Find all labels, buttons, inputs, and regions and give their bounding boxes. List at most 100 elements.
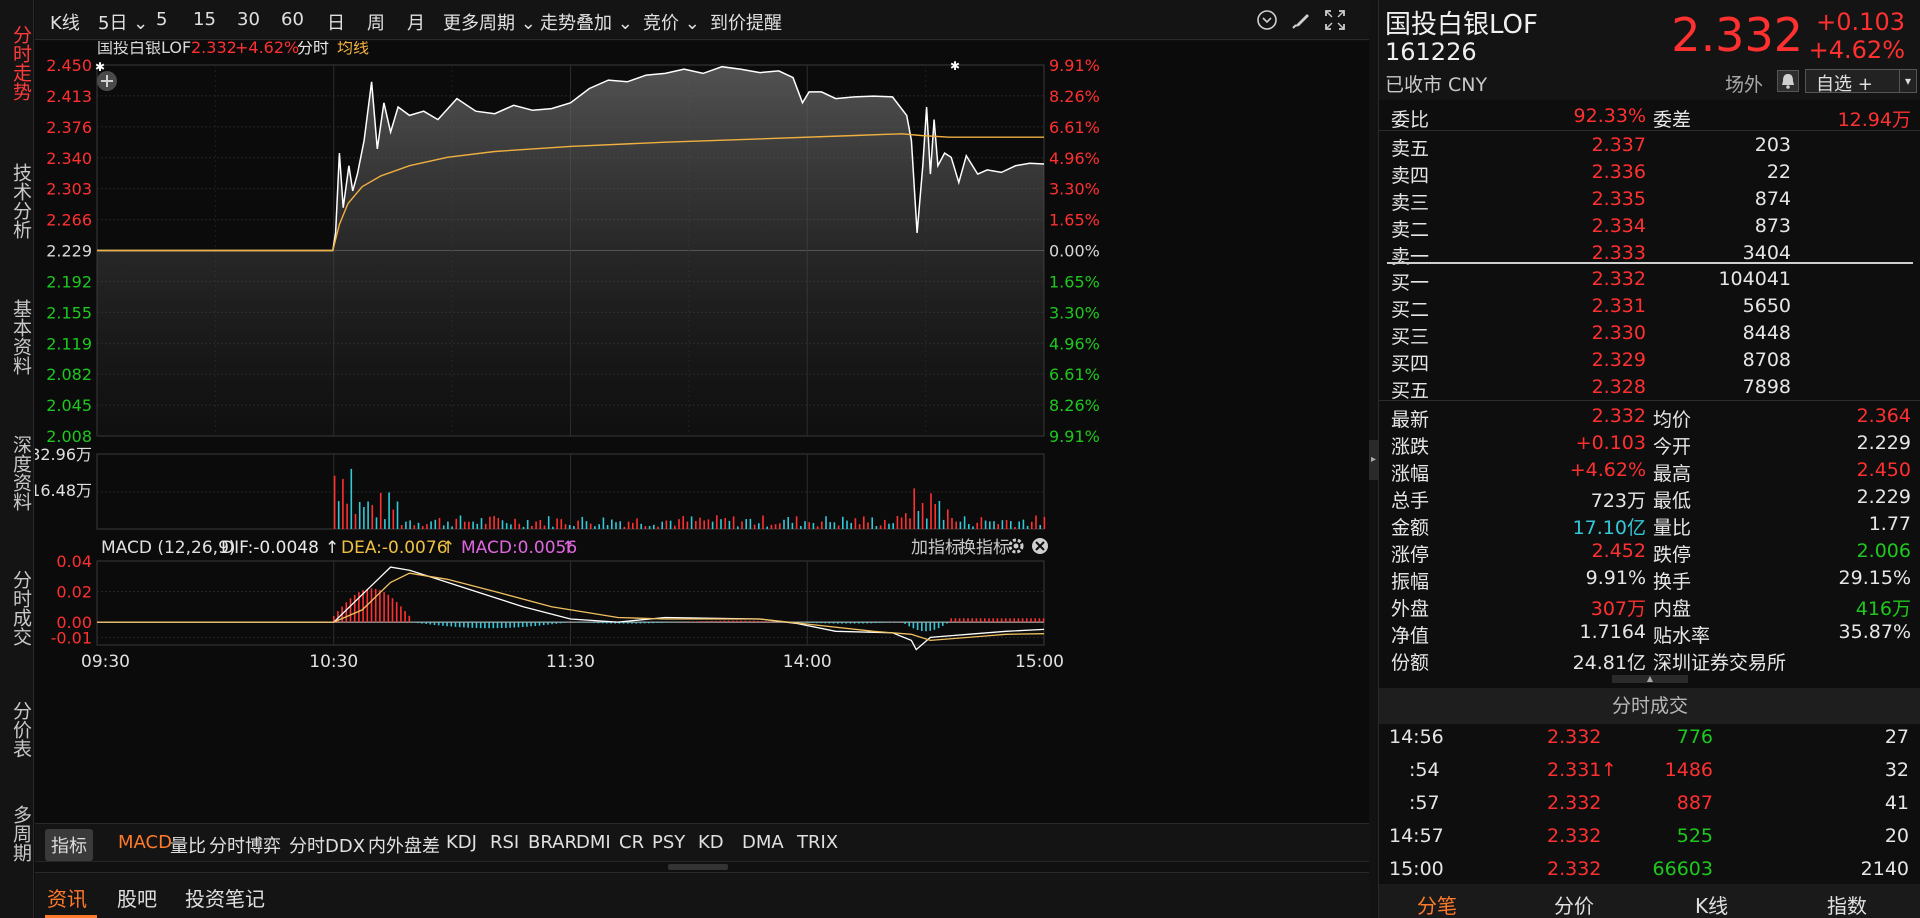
splitter-handle[interactable] (668, 864, 728, 870)
expand-handle[interactable]: ▲ (1379, 672, 1920, 688)
period-5-button[interactable]: 5 (156, 9, 168, 30)
kline-button[interactable]: K线 (50, 13, 80, 34)
price-alert-button[interactable]: 到价提醒 (710, 13, 782, 34)
bid-label: 买五 (1391, 380, 1430, 402)
tab-notes[interactable]: 投资笔记 (185, 887, 265, 911)
stat-row: 总手 723万 最低 2.229 (1379, 484, 1920, 512)
add-indicator-button[interactable]: 加指标 (911, 538, 962, 558)
legend-price: 2.332 (191, 41, 237, 57)
bid-price[interactable]: 2.328 (1591, 376, 1646, 398)
zoom-plus-icon[interactable] (97, 71, 117, 91)
bell-alert-icon[interactable] (1777, 70, 1799, 92)
volume-bar (552, 526, 554, 529)
price-tick-label: 2.376 (46, 118, 92, 137)
ask-price[interactable]: 2.337 (1591, 134, 1646, 156)
more-periods-dropdown[interactable]: 更多周期 ⌄ (443, 13, 536, 34)
indicator-tab-内外盘差[interactable]: 内外盘差 (368, 836, 440, 857)
stat-value: 1.7164 (1579, 621, 1646, 643)
tab-forum[interactable]: 股吧 (117, 887, 157, 911)
period-day-button[interactable]: 日 (327, 13, 345, 34)
indicator-tab-brar[interactable]: BRAR (528, 832, 577, 853)
period-month-button[interactable]: 月 (407, 13, 425, 34)
volume-bar (989, 521, 991, 529)
bid-price[interactable]: 2.331 (1591, 295, 1646, 317)
bid-price[interactable]: 2.330 (1591, 322, 1646, 344)
nav-deep-info[interactable]: 深度资料 (10, 435, 32, 511)
macd-dea-line (97, 572, 1045, 642)
chevron-circle-icon[interactable] (1255, 8, 1279, 32)
fullscreen-icon[interactable] (1323, 8, 1347, 32)
period-30-button[interactable]: 30 (237, 9, 260, 30)
last-price: 2.332 (1671, 8, 1803, 62)
dif-arrow-icon: ↑ (325, 538, 339, 558)
volume-bar (568, 525, 571, 529)
price-tick-label: 2.119 (46, 334, 92, 353)
quote-footer-tabs: 分笔 分价 K线 指数 (1379, 884, 1920, 918)
brush-icon[interactable] (1289, 8, 1313, 32)
intraday-chart[interactable]: 2.450 9.91% 2.413 8.26% 2.376 6.61% 2.340 4.96%… (35, 41, 1369, 823)
weicha-value: 12.94万 (1837, 109, 1911, 131)
volume-bar (560, 519, 563, 529)
indicator-tab-dmi[interactable]: DMI (576, 832, 611, 853)
ask-price[interactable]: 2.335 (1591, 188, 1646, 210)
nav-price-table[interactable]: 分价表 (10, 700, 32, 758)
nav-technical[interactable]: 技术分析 (10, 163, 32, 239)
close-indicator-icon[interactable] (1032, 538, 1048, 554)
ask-price[interactable]: 2.333 (1591, 242, 1646, 264)
nav-intraday[interactable]: 分时走势 (10, 25, 32, 101)
indicator-tab-dma[interactable]: DMA (742, 832, 784, 853)
indicator-tab-cr[interactable]: CR (619, 832, 645, 853)
security-name: 国投白银LOF (1385, 10, 1538, 40)
indicator-tab-量比[interactable]: 量比 (170, 836, 206, 857)
stat-row: 涨幅 +4.62% 最高 2.450 (1379, 457, 1920, 485)
volume-bar (665, 520, 668, 529)
panel-splitter[interactable] (35, 861, 1369, 872)
period-60-button[interactable]: 60 (281, 9, 304, 30)
period-15-button[interactable]: 15 (193, 9, 216, 30)
volume-bar (472, 521, 474, 529)
5day-dropdown[interactable]: 5日 ⌄ (98, 13, 149, 34)
nav-intraday-trades[interactable]: 分时成交 (10, 570, 32, 646)
volume-bar (1010, 521, 1012, 529)
tab-kline[interactable]: K线 (1695, 894, 1729, 918)
watchlist-button[interactable]: 自选 + (1805, 69, 1901, 95)
settings-gear-icon[interactable] (1008, 538, 1024, 554)
high-marker-icon: ✱ (95, 60, 105, 74)
tab-news[interactable]: 资讯 (47, 887, 87, 911)
volume-bar (468, 521, 470, 529)
indicator-tab-macd[interactable]: MACD (118, 832, 172, 853)
ask-price[interactable]: 2.336 (1591, 161, 1646, 183)
indicator-tab-kd[interactable]: KD (698, 832, 724, 853)
volume-bar (522, 526, 525, 529)
indicator-tab-分时ddx[interactable]: 分时DDX (289, 836, 366, 857)
volume-bar (921, 503, 924, 529)
indicator-tab-trix[interactable]: TRIX (797, 832, 839, 853)
indicator-tab-kdj[interactable]: KDJ (446, 832, 477, 853)
volume-bar (669, 520, 672, 529)
auction-dropdown[interactable]: 竞价 ⌄ (643, 13, 700, 34)
price-tick-label: 2.155 (46, 303, 92, 322)
tab-ticks[interactable]: 分笔 (1417, 894, 1457, 918)
stat-value: 24.81亿 (1572, 652, 1646, 674)
nav-multi-period[interactable]: 多周期 (10, 804, 32, 862)
stat-value: 2.229 (1856, 432, 1911, 454)
volume-bar (1031, 521, 1033, 529)
volume-bar (875, 526, 878, 529)
switch-indicator-button[interactable]: 换指标 (959, 538, 1010, 558)
bid-price[interactable]: 2.329 (1591, 349, 1646, 371)
indicator-tab-分时博弈[interactable]: 分时博弈 (209, 836, 281, 857)
period-week-button[interactable]: 周 (367, 13, 385, 34)
tab-price-dist[interactable]: 分价 (1554, 894, 1594, 918)
volume-bar (480, 518, 483, 529)
indicator-tab-rsi[interactable]: RSI (490, 832, 520, 853)
stat-value: 1.77 (1868, 513, 1911, 535)
ask-price[interactable]: 2.334 (1591, 215, 1646, 237)
volume-bar (942, 519, 945, 529)
tab-index[interactable]: 指数 (1827, 894, 1867, 918)
bid-price[interactable]: 2.332 (1591, 268, 1646, 290)
collapse-arrow-icon[interactable]: ▸ (1369, 440, 1378, 480)
watchlist-dropdown-icon[interactable]: ▾ (1899, 69, 1917, 93)
nav-basic-info[interactable]: 基本资料 (10, 299, 32, 375)
overlay-dropdown[interactable]: 走势叠加 ⌄ (540, 13, 633, 34)
indicator-tab-psy[interactable]: PSY (652, 832, 686, 853)
